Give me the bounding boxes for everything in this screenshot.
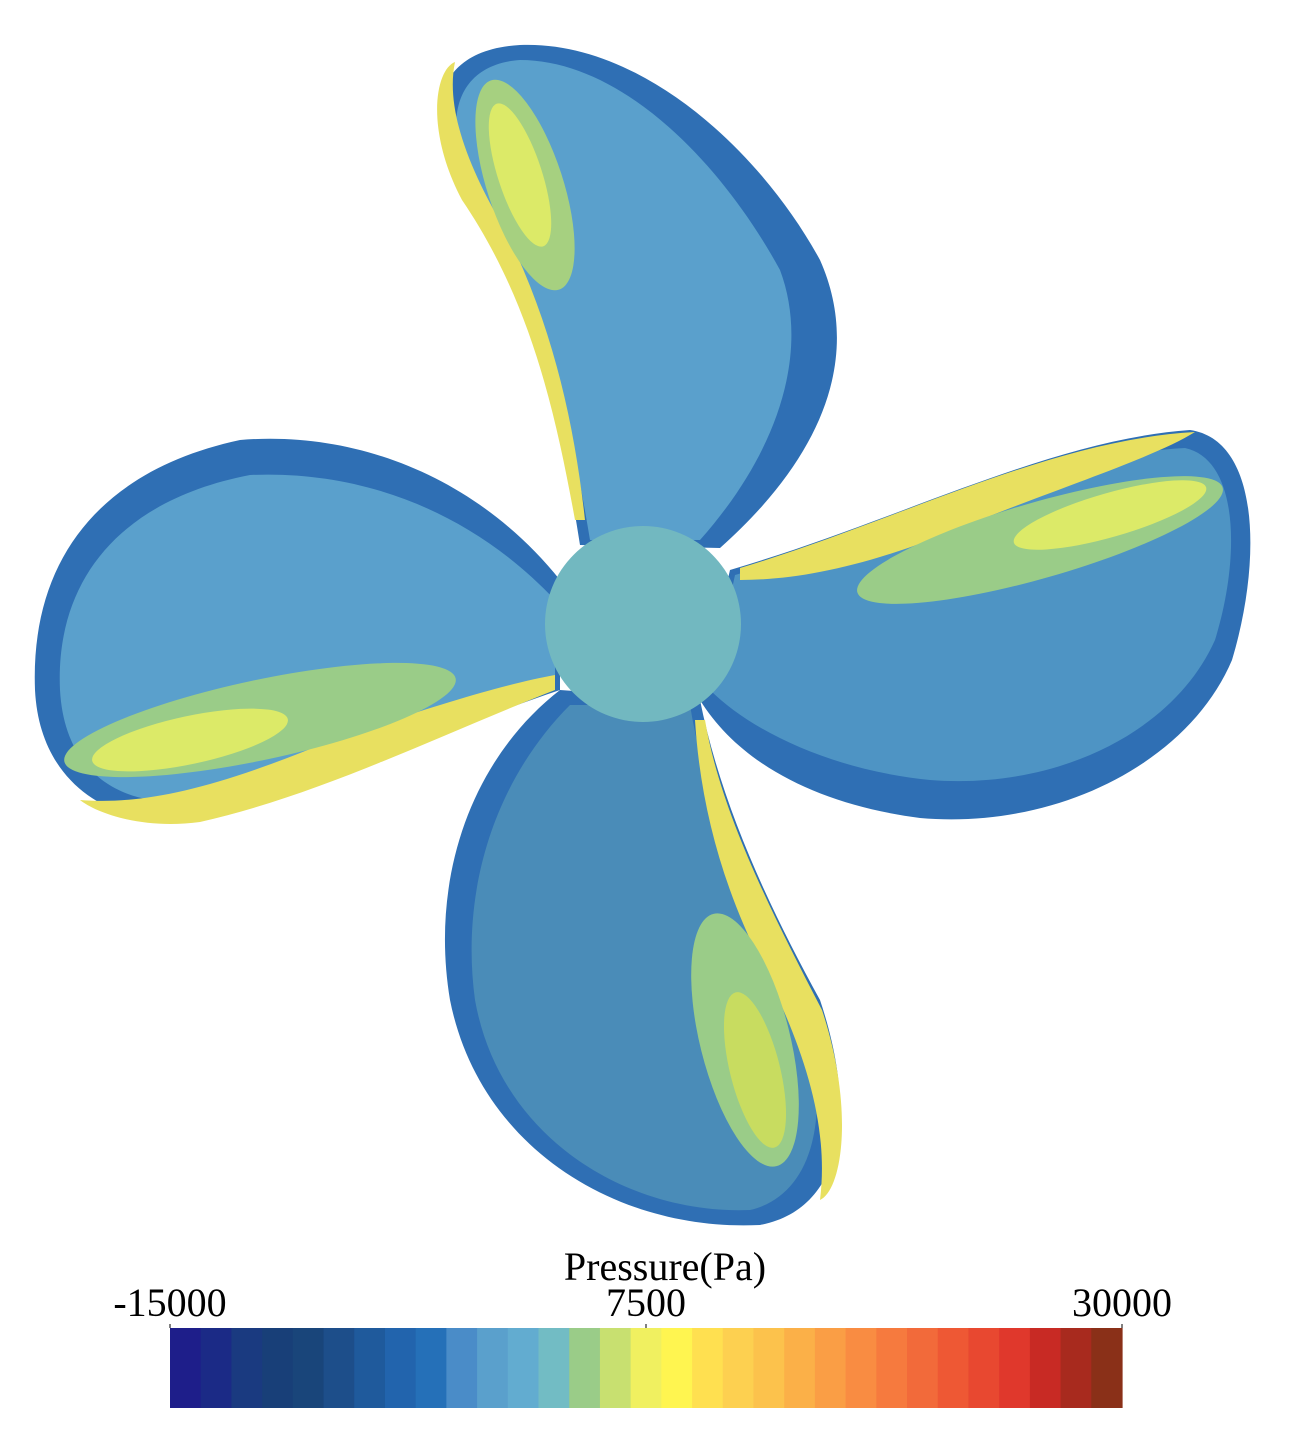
colorbar-segment (1029, 1328, 1062, 1408)
colorbar-segment (630, 1328, 662, 1408)
colorbar-segment (1091, 1328, 1123, 1408)
colorbar-segment (200, 1328, 233, 1408)
colorbar-segment (477, 1328, 509, 1408)
colorbar-segment (538, 1328, 570, 1408)
colorbar-segment (784, 1328, 816, 1408)
colorbar-segment (507, 1328, 540, 1408)
colorbar-segment (262, 1328, 294, 1408)
colorbar-segment (876, 1328, 908, 1408)
colorbar-segment (968, 1328, 1000, 1408)
colorbar-segment (599, 1328, 632, 1408)
colorbar-segment (323, 1328, 355, 1408)
colorbar-tick-label: -15000 (113, 1280, 226, 1325)
colorbar-segment (999, 1328, 1031, 1408)
colorbar-segment (446, 1328, 478, 1408)
colorbar-title: Pressure(Pa) (564, 1244, 766, 1289)
blade-edge (80, 675, 555, 824)
blade-zone (92, 708, 288, 772)
colorbar-segment (170, 1328, 202, 1408)
blade-zone (1013, 480, 1207, 550)
colorbar-tick-label: 30000 (1072, 1280, 1172, 1325)
colorbar-segment (231, 1328, 263, 1408)
colorbar-segment (753, 1328, 785, 1408)
blade-edge (740, 432, 1195, 580)
colorbar-tick-label: 7500 (606, 1280, 686, 1325)
colorbar-segment (415, 1328, 447, 1408)
colorbar-segment (937, 1328, 970, 1408)
hub (545, 526, 741, 722)
blade-zone (723, 992, 787, 1148)
propeller (34, 44, 1251, 1226)
colorbar-segment (814, 1328, 847, 1408)
colorbar-segment (661, 1328, 693, 1408)
colorbar-segment (292, 1328, 325, 1408)
blade-edge (437, 62, 585, 520)
colorbar-segment (845, 1328, 877, 1408)
colorbar-segment (354, 1328, 386, 1408)
colorbar: Pressure(Pa) -15000 7500 30000 (113, 1244, 1172, 1408)
colorbar-segment (722, 1328, 755, 1408)
colorbar-segment (1060, 1328, 1092, 1408)
blade-edge (695, 720, 842, 1200)
colorbar-segment (907, 1328, 939, 1408)
colorbar-segment (692, 1328, 724, 1408)
colorbar-segment (569, 1328, 601, 1408)
blade-zone (488, 103, 552, 247)
colorbar-segment (384, 1328, 417, 1408)
